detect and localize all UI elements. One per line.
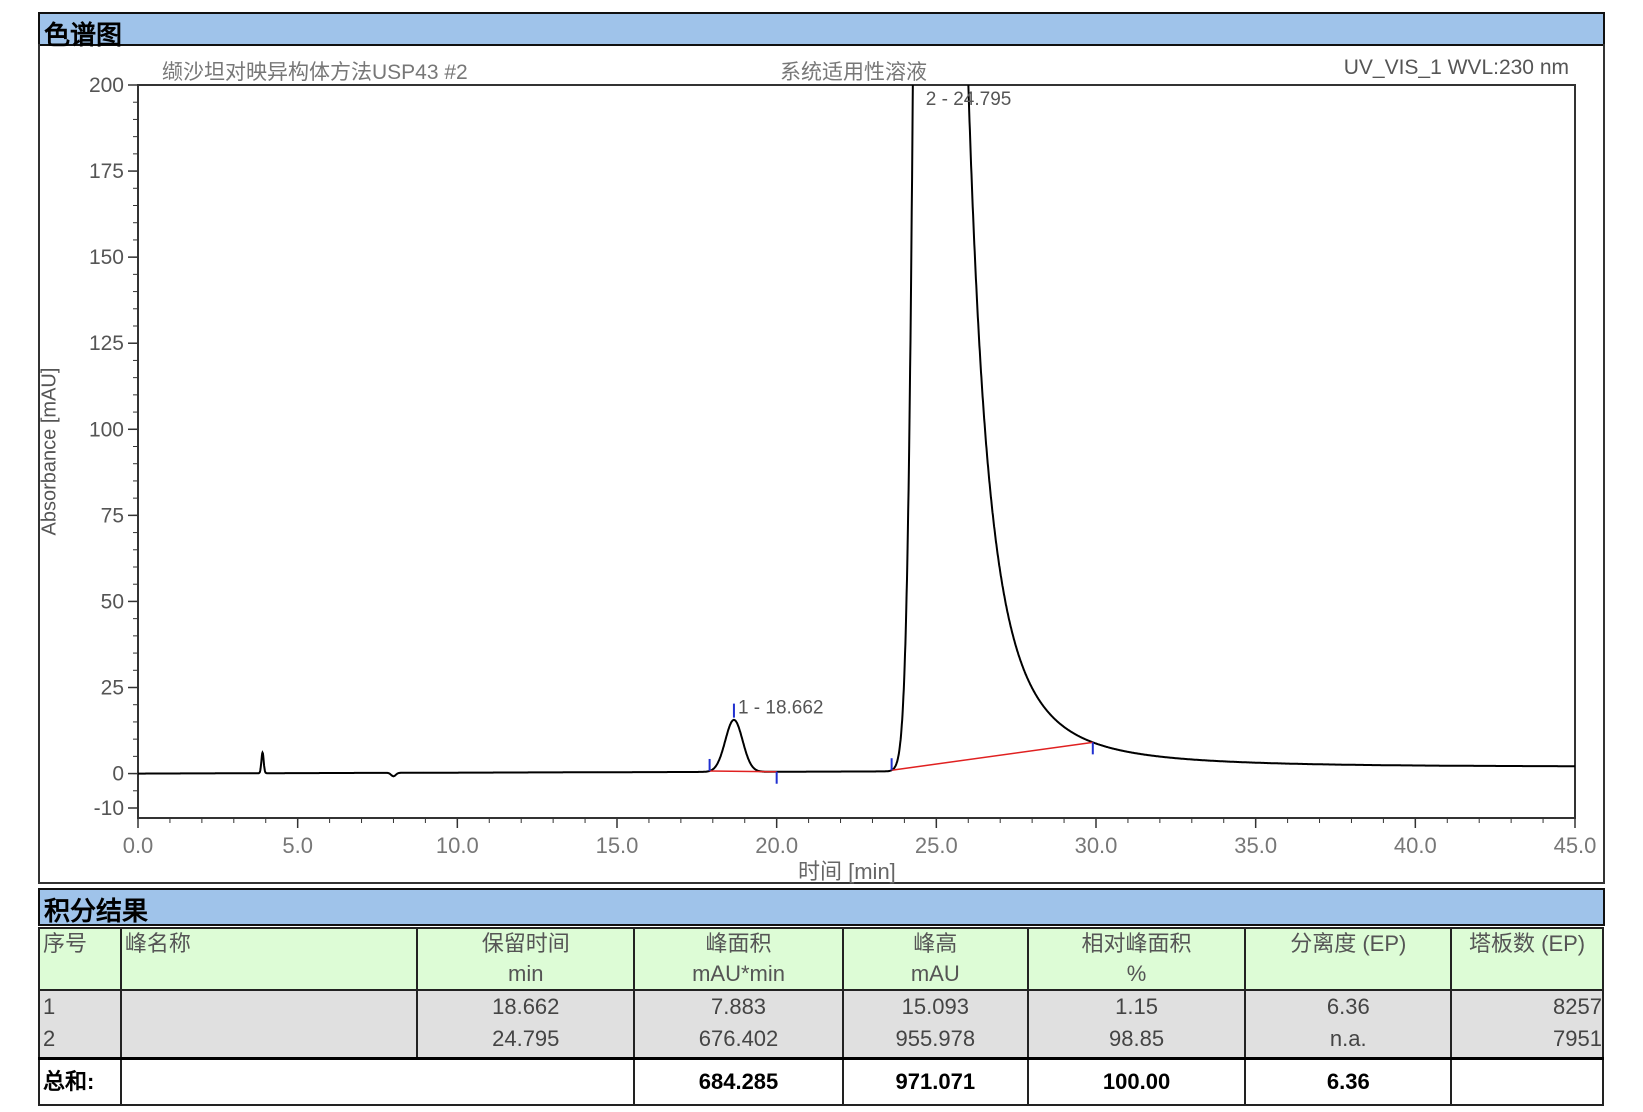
- header-label: 峰名称: [124, 931, 191, 956]
- table-cell-column: 18.662 24.795: [416, 989, 636, 1060]
- x-tick-label: 15.0: [596, 833, 639, 858]
- peak-label: 1 - 18.662: [738, 698, 824, 719]
- y-tick-label: 175: [89, 160, 124, 183]
- header-label: 序号: [43, 931, 88, 956]
- y-tick-label: -10: [94, 797, 124, 820]
- table-cell-column: 15.093 955.978: [841, 989, 1029, 1060]
- y-tick-label: 200: [89, 74, 124, 97]
- header-label: 相对峰面积: [1081, 931, 1192, 956]
- x-tick-label: 20.0: [755, 833, 798, 858]
- peak-baseline: [891, 741, 1093, 771]
- total-cell: [120, 1057, 418, 1106]
- chart-header-right: UV_VIS_1 WVL:230 nm: [1343, 56, 1569, 79]
- x-tick-label: 10.0: [436, 833, 479, 858]
- x-tick-label: 5.0: [282, 833, 313, 858]
- table-cell: [125, 991, 417, 1023]
- y-axis-label: Absorbance [mAU]: [38, 367, 61, 536]
- table-cell: 18.662: [492, 994, 560, 1019]
- chart-header-center: 系统适用性溶液: [780, 61, 927, 84]
- total-cell: 6.36: [1244, 1057, 1453, 1106]
- table-cell: 24.795: [492, 1026, 560, 1051]
- total-cell: 总和:: [38, 1057, 122, 1106]
- table-cell-column: 1.15 98.85: [1026, 989, 1247, 1060]
- table-cell: 2: [43, 1026, 56, 1051]
- x-tick-label: 35.0: [1234, 833, 1277, 858]
- column-header: 相对峰面积%: [1026, 927, 1247, 991]
- chart-header-left: 缬沙坦对映异构体方法USP43 #2: [162, 61, 468, 84]
- table-cell: 98.85: [1109, 1026, 1165, 1051]
- total-cell: 684.285: [633, 1057, 844, 1106]
- total-cell: [417, 1057, 635, 1106]
- plot-frame: [137, 84, 1576, 819]
- header-label: 塔板数 (EP): [1469, 931, 1586, 956]
- table-cell: 8257: [1553, 994, 1602, 1019]
- y-tick-label: 100: [89, 418, 124, 441]
- x-tick-label: 25.0: [915, 833, 958, 858]
- header-label: 分离度 (EP): [1290, 931, 1407, 956]
- table-cell: 7.883: [710, 994, 767, 1019]
- table-cell: 676.402: [698, 1026, 779, 1051]
- total-cell: 971.071: [841, 1057, 1029, 1106]
- chromatogram-section-header: 色谱图: [38, 12, 1605, 51]
- table-cell: n.a.: [1329, 1026, 1367, 1051]
- table-cell-column: 7.883 676.402: [633, 989, 844, 1060]
- y-tick-label: 50: [101, 590, 124, 613]
- table-cell: 1: [43, 994, 56, 1019]
- column-header: 保留时间 min: [416, 927, 636, 991]
- header-unit: min: [508, 961, 544, 986]
- table-cell-column: [119, 989, 419, 1060]
- y-tick-label: 125: [89, 332, 124, 355]
- chromatogram-chart: -10 0 25 50 75 100 125 150 175 200 0.0 5.0 10.0 15.0 2…: [89, 74, 1597, 858]
- table-cell-column: 6.36 n.a.: [1244, 989, 1453, 1060]
- x-tick-label: 45.0: [1554, 833, 1597, 858]
- table-cell: 1.15: [1115, 994, 1158, 1019]
- header-unit: mAU: [910, 961, 960, 986]
- column-header: 峰名称: [119, 927, 419, 991]
- integration-results-table: 序号 峰名称 保留时间 min 峰面积 mAU*min 峰高 mAU 相对峰面积% 分离度 (EP…: [38, 927, 1604, 1106]
- column-header: 序号: [38, 927, 122, 991]
- results-section-header: 积分结果: [38, 888, 1605, 927]
- y-tick-label: 75: [101, 504, 124, 527]
- chromatogram-trace: [138, 85, 1575, 778]
- peak-label: 2 - 24.795: [926, 89, 1012, 110]
- x-tick-label: 0.0: [123, 833, 154, 858]
- header-label: 峰面积: [705, 931, 772, 956]
- column-header: 分离度 (EP): [1244, 927, 1453, 991]
- section-title: 色谱图: [44, 21, 123, 51]
- header-unit: %: [1126, 961, 1147, 986]
- table-cell-column: 8257 7951: [1450, 989, 1604, 1060]
- table-row: 1 2 18.662 24.795 7.883 676.402 15.093 955.978 1…: [38, 989, 1604, 1060]
- y-tick-label: 25: [101, 677, 124, 700]
- y-tick-label: 0: [112, 763, 124, 786]
- x-tick-label: 30.0: [1075, 833, 1118, 858]
- header-label: 峰高: [913, 931, 958, 956]
- peak-baseline: [709, 770, 777, 773]
- chromatogram-panel: [38, 44, 1605, 884]
- y-tick-label: 150: [89, 246, 124, 269]
- table-cell: [125, 1023, 417, 1055]
- table-cell: 15.093: [901, 994, 969, 1019]
- total-cell: 100.00: [1026, 1057, 1247, 1106]
- total-cell: [1450, 1057, 1604, 1106]
- table-cell: 6.36: [1326, 994, 1370, 1019]
- section-title: 积分结果: [44, 897, 149, 927]
- column-header: 峰面积 mAU*min: [633, 927, 844, 991]
- table-cell: 955.978: [895, 1026, 976, 1051]
- table-header-row: 序号 峰名称 保留时间 min 峰面积 mAU*min 峰高 mAU 相对峰面积% 分离度 (EP…: [38, 927, 1604, 991]
- column-header: 峰高 mAU: [841, 927, 1029, 991]
- x-axis-label: 时间 [min]: [798, 859, 896, 884]
- column-header: 塔板数 (EP): [1450, 927, 1604, 991]
- x-tick-label: 40.0: [1394, 833, 1437, 858]
- header-label: 保留时间: [481, 931, 570, 956]
- header-unit: mAU*min: [692, 961, 785, 986]
- table-total-row: 总和: 684.285 971.071 100.00 6.36: [38, 1057, 1604, 1106]
- table-cell: 7951: [1553, 1026, 1602, 1051]
